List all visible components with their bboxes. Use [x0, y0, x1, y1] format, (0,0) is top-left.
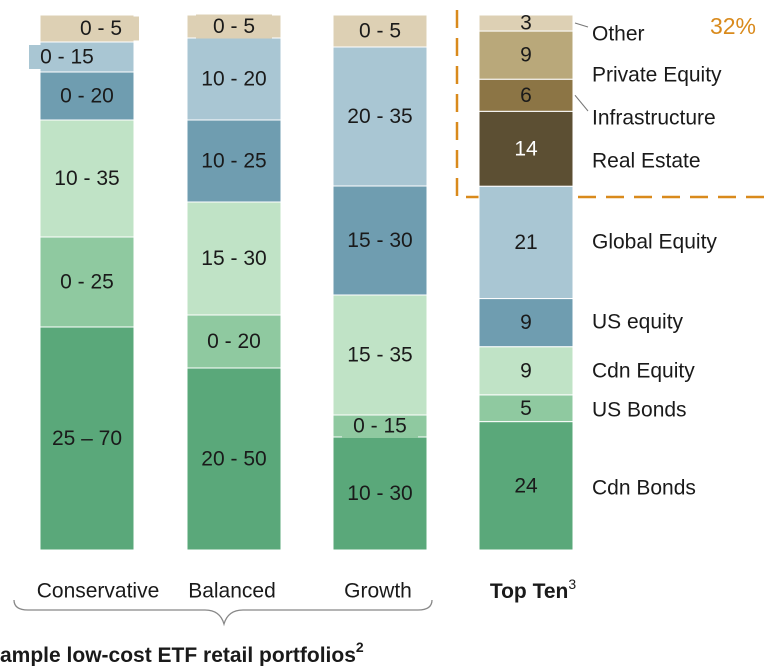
callout-box: [455, 0, 773, 199]
legend-label: Infrastructure: [592, 107, 716, 130]
segment-label: 0 - 25: [60, 271, 114, 294]
segment: [332, 185, 428, 296]
value-label: 9: [520, 359, 532, 382]
segment: [39, 236, 135, 328]
segment: [186, 367, 282, 551]
footer: ample low-cost ETF retail portfolios2: [0, 639, 364, 666]
segment: [332, 46, 428, 187]
label-box: [342, 19, 418, 43]
value-label: 24: [514, 474, 538, 497]
portfolio-name: Balanced: [188, 580, 276, 603]
segment-label: 0 - 5: [213, 15, 255, 38]
segment: [478, 78, 574, 112]
segment-label: 0 - 20: [207, 330, 261, 353]
segment: [478, 185, 574, 300]
segment-label: 10 - 25: [201, 150, 266, 173]
segment-label: 15 - 30: [201, 247, 266, 270]
value-label: 14: [514, 137, 538, 160]
legend-label: US Bonds: [592, 399, 687, 422]
segment: [39, 326, 135, 551]
segment: [478, 14, 574, 32]
legend-label: Real Estate: [592, 150, 701, 173]
segment-label: 15 - 35: [347, 344, 412, 367]
legend-label: Cdn Bonds: [592, 477, 696, 500]
label-box: [29, 45, 105, 69]
segment: [186, 314, 282, 369]
segment-label: 10 - 20: [201, 68, 266, 91]
callout-label: 32%: [710, 13, 756, 39]
segment-label: 20 - 50: [201, 448, 266, 471]
segment-label: 20 - 35: [347, 105, 412, 128]
segment: [478, 298, 574, 348]
top-ten-label: Top Ten3: [490, 576, 577, 603]
segment: [478, 421, 574, 551]
segment-label: 0 - 20: [60, 85, 114, 108]
value-label: 9: [520, 311, 532, 334]
portfolio-name: Conservative: [37, 580, 160, 603]
segment-label: 10 - 30: [347, 482, 412, 505]
segment-label: 0 - 5: [80, 17, 122, 40]
legend-label: Private Equity: [592, 64, 722, 87]
leader-line: [574, 22, 589, 28]
segment: [186, 37, 282, 121]
portfolio-name: Growth: [344, 580, 412, 603]
value-label: 21: [514, 231, 537, 254]
segment: [332, 294, 428, 416]
label-box: [63, 16, 139, 41]
legend-label: Other: [592, 23, 645, 46]
segment-label: 0 - 15: [353, 415, 407, 438]
value-label: 6: [520, 84, 532, 107]
value-label: 5: [520, 397, 532, 420]
label-box: [342, 414, 418, 438]
segment-label: 0 - 5: [359, 20, 401, 43]
segment: [39, 119, 135, 238]
segment-label: 0 - 15: [40, 46, 94, 69]
value-label: 9: [520, 44, 532, 67]
legend-label: Global Equity: [592, 231, 717, 254]
segment: [39, 71, 135, 121]
segment: [332, 436, 428, 551]
segment: [186, 119, 282, 203]
legend-label: US equity: [592, 311, 684, 334]
segment-label: 10 - 35: [54, 167, 119, 190]
legend-label: Cdn Equity: [592, 360, 695, 383]
segment-label: 15 - 30: [347, 229, 412, 252]
segment: [478, 110, 574, 187]
value-label: 3: [520, 12, 532, 35]
brace: [13, 599, 433, 627]
leader-line: [574, 94, 589, 112]
segment: [478, 30, 574, 80]
segment: [478, 394, 574, 423]
segment-label: 25 – 70: [52, 427, 122, 450]
label-box: [196, 14, 272, 39]
